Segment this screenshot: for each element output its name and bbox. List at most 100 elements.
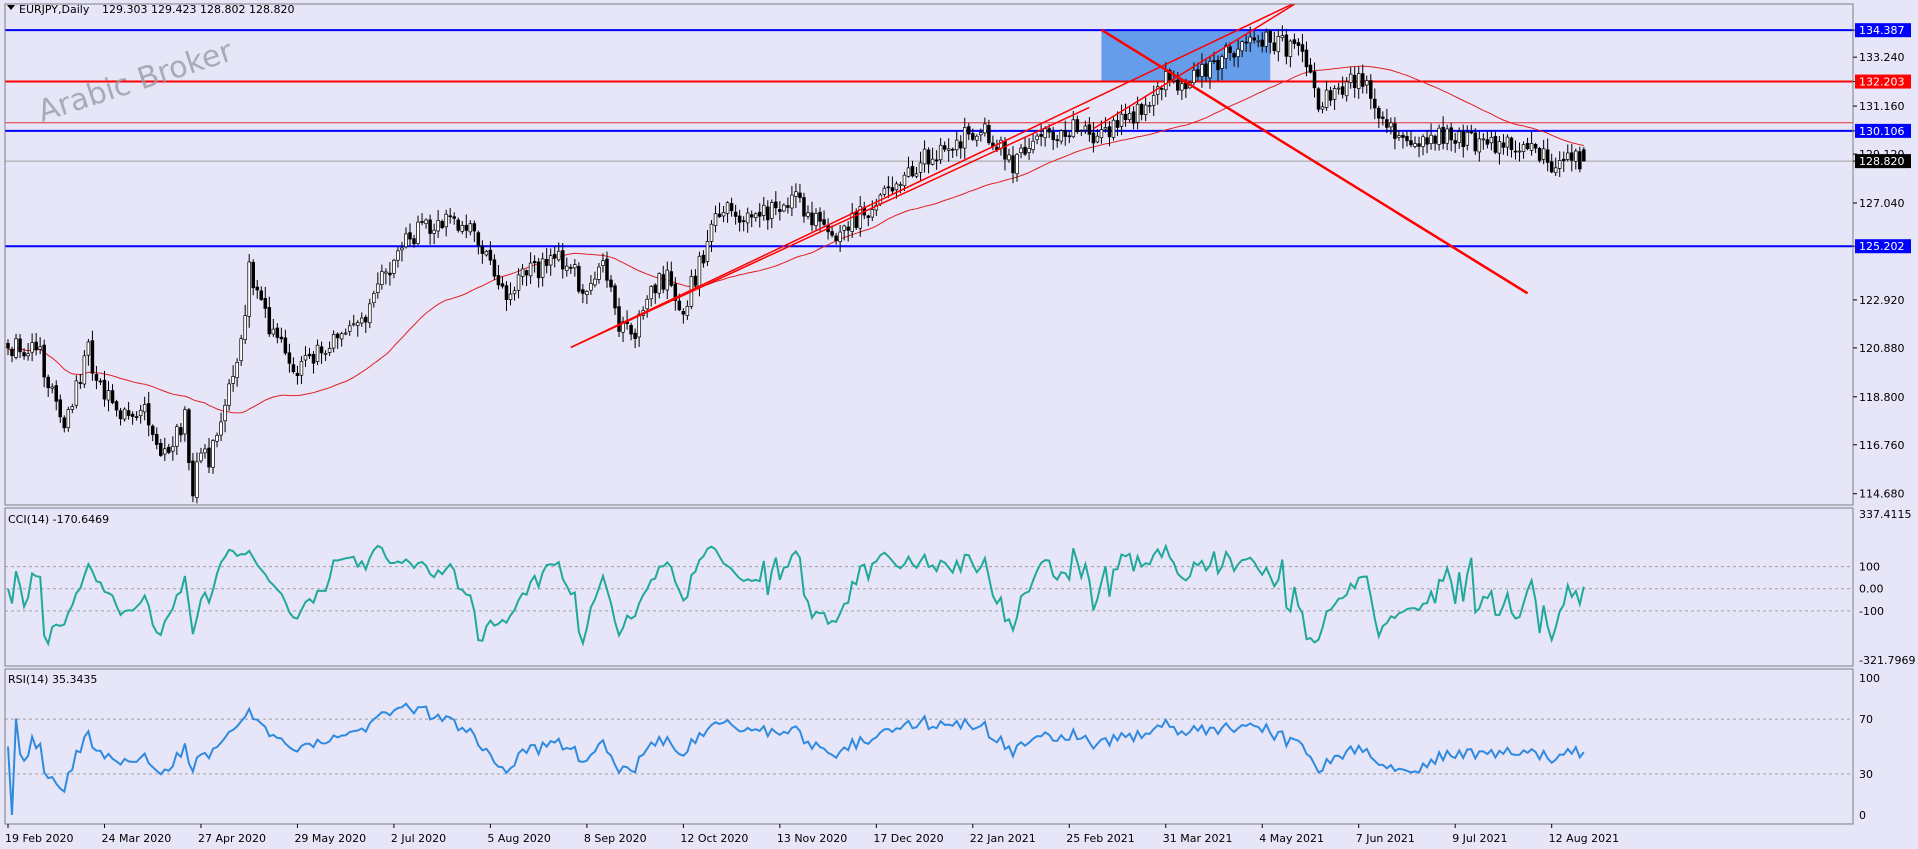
candle (906, 156, 911, 178)
candle-body (1489, 137, 1494, 144)
candle (360, 312, 364, 327)
candle (963, 117, 967, 159)
candle-body (187, 409, 191, 464)
candle-body (1557, 160, 1562, 169)
candle (942, 141, 947, 153)
candle-body (701, 254, 706, 264)
candle-body (335, 333, 340, 339)
candle (372, 290, 376, 308)
candle (191, 452, 195, 503)
candle-body (581, 289, 585, 294)
candle-body (211, 440, 215, 468)
candle (50, 383, 54, 394)
candle (1525, 137, 1530, 151)
candle (1196, 62, 1200, 81)
candle (1172, 70, 1176, 84)
candle (6, 339, 10, 356)
candle-body (315, 344, 320, 362)
candle (408, 223, 412, 246)
candle (1578, 146, 1582, 173)
candle-body (267, 307, 272, 335)
candle (1493, 131, 1498, 155)
time-tick-label: 13 Nov 2020 (777, 832, 847, 845)
candle (669, 261, 674, 288)
candle (842, 224, 846, 241)
candle (1180, 78, 1184, 100)
candle (1095, 129, 1100, 144)
candle (1417, 136, 1421, 158)
candle (1111, 117, 1116, 141)
candle (287, 343, 292, 373)
candle (1385, 108, 1389, 133)
candle (279, 327, 284, 343)
resistance-zone (1101, 30, 1271, 82)
candle (1023, 136, 1027, 156)
candle-body (1429, 134, 1433, 144)
candle-body (22, 352, 26, 357)
candle-body (392, 259, 396, 274)
candle (1027, 137, 1031, 160)
candle-body (1300, 44, 1305, 52)
candle (958, 135, 963, 159)
candle (971, 128, 975, 142)
dropdown-triangle-icon[interactable] (7, 5, 15, 10)
price-pane (5, 4, 1853, 504)
candle-body (432, 229, 436, 234)
candle-body (1031, 140, 1035, 151)
candle (1360, 64, 1365, 94)
candle-body (1328, 90, 1333, 101)
candle (1557, 151, 1562, 178)
candle (1272, 31, 1277, 55)
candle (536, 257, 541, 288)
candle-body (1497, 141, 1502, 154)
candle (78, 373, 83, 389)
candle (211, 439, 215, 474)
candle-body (102, 379, 107, 400)
candle-body (649, 286, 653, 300)
candle (1059, 129, 1063, 145)
price-tick-label: 122.920 (1859, 294, 1905, 307)
candle (1131, 106, 1136, 130)
candle-body (653, 284, 657, 294)
candle-body (416, 221, 420, 244)
candle (774, 191, 778, 216)
candle-body (1216, 59, 1220, 71)
candle-body (946, 148, 951, 151)
candle (512, 286, 517, 301)
candle (114, 399, 119, 417)
candle-body (1127, 113, 1132, 120)
candle-body (942, 145, 947, 150)
candle (34, 332, 38, 356)
candle (1216, 55, 1220, 81)
candle-body (343, 332, 348, 335)
candle-body (215, 434, 219, 442)
candle (122, 407, 127, 422)
candle (786, 197, 790, 214)
candle (159, 438, 163, 457)
candle-body (34, 341, 38, 351)
candle (1268, 29, 1273, 54)
candle-body (938, 144, 943, 161)
time-tick-label: 9 Jul 2021 (1452, 832, 1507, 845)
candle-body (934, 159, 939, 162)
price-tag (1855, 74, 1911, 89)
candle (319, 341, 324, 364)
candle-body (118, 410, 123, 420)
candle-body (66, 409, 71, 429)
candle (613, 283, 617, 315)
candle (1236, 38, 1240, 68)
candle-body (1425, 137, 1429, 145)
candle (1401, 132, 1405, 149)
candle-body (1272, 42, 1277, 52)
candle-body (396, 250, 400, 261)
candle-body (637, 313, 641, 338)
candle (428, 214, 432, 245)
candle (709, 220, 714, 253)
candle (954, 130, 959, 157)
candle (930, 147, 935, 166)
candle (753, 212, 758, 222)
candle (227, 379, 231, 411)
candle (733, 204, 738, 225)
candle (1139, 102, 1144, 121)
